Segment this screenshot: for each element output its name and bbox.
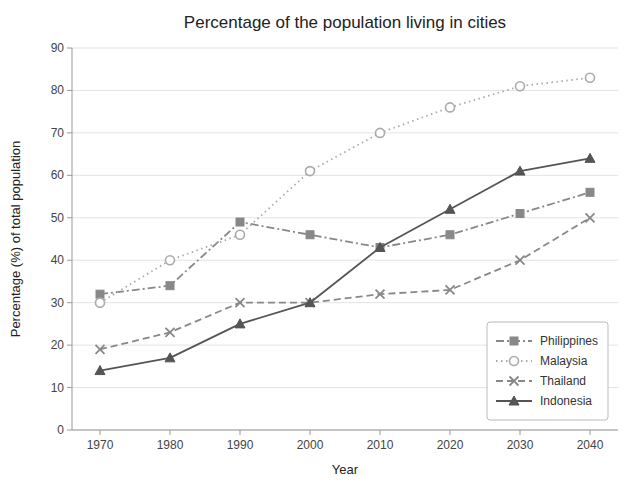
grid-line <box>72 217 618 218</box>
tick-label: 2030 <box>507 438 534 452</box>
marker <box>516 256 525 265</box>
tick-mark <box>67 260 72 261</box>
tick-label: 50 <box>51 211 65 225</box>
marker <box>516 210 524 218</box>
tick-mark <box>67 430 72 431</box>
marker <box>375 242 385 251</box>
marker <box>306 231 314 239</box>
tick-label: 2020 <box>437 438 464 452</box>
marker <box>236 298 245 307</box>
marker <box>376 243 384 251</box>
marker <box>166 328 175 337</box>
marker <box>376 128 385 137</box>
legend-label: Thailand <box>540 374 586 388</box>
tick-mark <box>450 430 451 435</box>
marker <box>586 73 595 82</box>
line <box>100 78 590 303</box>
marker <box>165 353 175 362</box>
legend-marker <box>510 377 519 386</box>
y-axis-line <box>72 48 73 430</box>
grid-line <box>72 90 618 91</box>
grid-line <box>72 260 618 261</box>
tick-mark <box>67 90 72 91</box>
marker <box>445 204 455 213</box>
y-axis-label: Percentage (%) of total population <box>8 141 23 338</box>
tick-mark <box>67 217 72 218</box>
marker <box>586 188 594 196</box>
marker <box>376 290 385 299</box>
tick-mark <box>100 430 101 435</box>
tick-mark <box>170 430 171 435</box>
marker <box>515 166 525 175</box>
marker <box>96 290 104 298</box>
series <box>95 153 595 374</box>
tick-label: 20 <box>51 338 65 352</box>
marker <box>235 319 245 328</box>
tick-label: 80 <box>51 83 65 97</box>
marker <box>586 213 595 222</box>
marker <box>166 256 175 265</box>
line <box>100 158 590 370</box>
tick-label: 70 <box>51 126 65 140</box>
marker <box>236 218 244 226</box>
grid-line <box>72 430 618 431</box>
legend-box <box>487 322 608 420</box>
legend-marker <box>510 357 519 366</box>
marker <box>95 366 105 375</box>
marker <box>166 282 174 290</box>
marker <box>96 298 105 307</box>
tick-mark <box>520 430 521 435</box>
marker <box>446 103 455 112</box>
tick-mark <box>240 430 241 435</box>
tick-mark <box>67 175 72 176</box>
tick-mark <box>590 430 591 435</box>
legend-label: Malaysia <box>540 354 588 368</box>
grid-line <box>72 48 618 49</box>
tick-mark <box>380 430 381 435</box>
tick-label: 1980 <box>157 438 184 452</box>
tick-label: 30 <box>51 296 65 310</box>
tick-label: 2000 <box>297 438 324 452</box>
legend: Philippines Malaysia Thailand Indonesia <box>487 322 608 420</box>
marker <box>306 167 315 176</box>
legend-label: Indonesia <box>540 394 592 408</box>
marker <box>305 298 315 307</box>
marker <box>516 82 525 91</box>
legend-label: Philippines <box>540 334 598 348</box>
tick-mark <box>67 302 72 303</box>
marker <box>446 231 454 239</box>
tick-label: 1990 <box>227 438 254 452</box>
tick-mark <box>67 387 72 388</box>
tick-mark <box>67 345 72 346</box>
x-axis-line <box>72 430 618 431</box>
tick-mark <box>310 430 311 435</box>
series <box>96 188 594 298</box>
marker <box>236 230 245 239</box>
tick-label: 40 <box>51 253 65 267</box>
chart: Percentage of the population living in c… <box>0 0 640 488</box>
x-axis-label: Year <box>332 462 359 477</box>
marker <box>585 153 595 162</box>
tick-label: 60 <box>51 168 65 182</box>
tick-label: 1970 <box>87 438 114 452</box>
line <box>100 192 590 294</box>
marker <box>96 345 105 354</box>
tick-label: 2040 <box>577 438 604 452</box>
legend-marker <box>509 396 519 405</box>
tick-label: 90 <box>51 41 65 55</box>
tick-mark <box>67 132 72 133</box>
grid-line <box>72 302 618 303</box>
tick-mark <box>67 48 72 49</box>
tick-label: 2010 <box>367 438 394 452</box>
grid-line <box>72 175 618 176</box>
series <box>96 73 595 307</box>
marker <box>446 285 455 294</box>
tick-label: 10 <box>51 381 65 395</box>
grid-line <box>72 132 618 133</box>
legend-marker <box>510 337 518 345</box>
tick-label: 0 <box>57 423 64 437</box>
axes: 0102030405060708090197019801990200020102… <box>51 41 618 452</box>
title: Percentage of the population living in c… <box>184 13 506 32</box>
